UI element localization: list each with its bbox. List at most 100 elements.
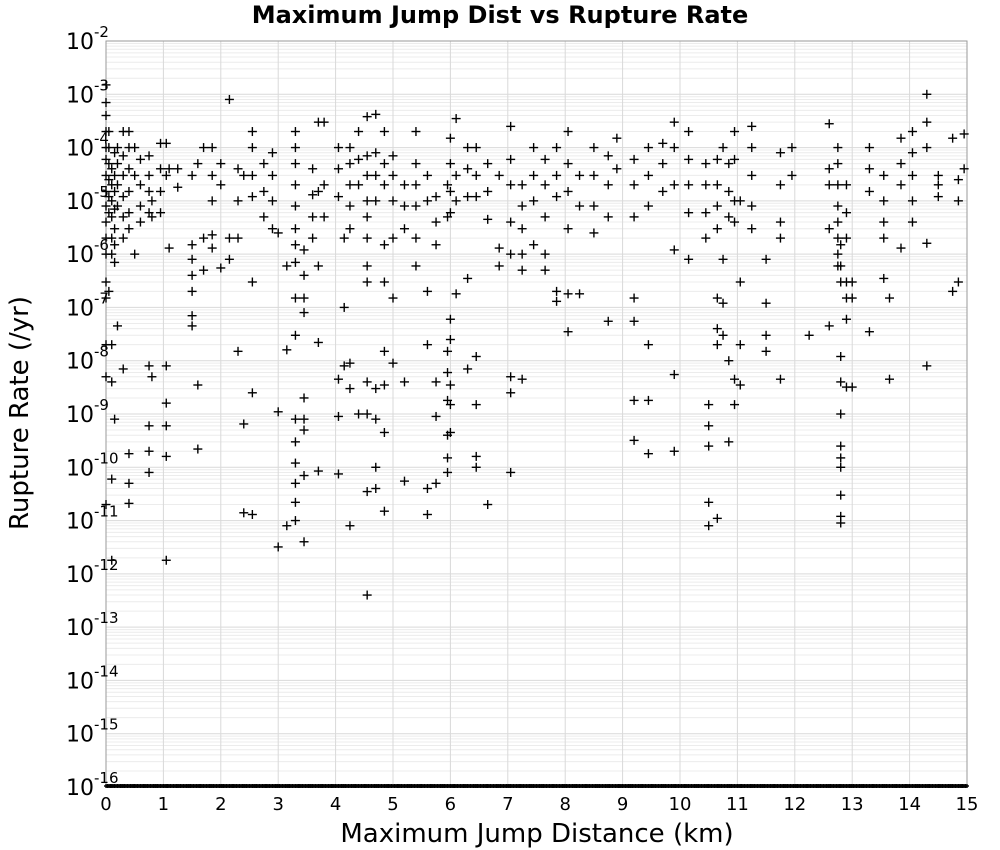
data-point <box>199 143 209 153</box>
data-point <box>371 148 381 158</box>
data-point <box>836 490 846 500</box>
data-point <box>362 233 372 243</box>
data-point <box>124 224 134 234</box>
data-point <box>290 437 300 447</box>
data-point <box>563 224 573 234</box>
data-point <box>643 143 653 153</box>
data-point <box>247 143 257 153</box>
data-point <box>362 151 372 161</box>
data-point <box>948 133 958 143</box>
data-point <box>629 395 639 405</box>
data-point <box>589 170 599 180</box>
data-point <box>161 361 171 371</box>
data-point <box>144 186 154 196</box>
data-point <box>445 380 455 390</box>
data-point <box>517 201 527 211</box>
data-point <box>362 261 372 271</box>
data-point <box>443 368 453 378</box>
data-point <box>463 364 473 374</box>
data-point <box>308 190 318 200</box>
data-point <box>922 361 932 371</box>
data-point <box>282 521 292 531</box>
data-point <box>529 196 539 206</box>
data-point <box>833 201 843 211</box>
data-point <box>847 293 857 303</box>
data-point <box>563 159 573 169</box>
data-point <box>164 164 174 174</box>
data-point <box>290 127 300 137</box>
data-point <box>362 170 372 180</box>
data-point <box>643 201 653 211</box>
data-point <box>589 201 599 211</box>
floor-markers <box>104 784 969 788</box>
data-point <box>841 233 851 243</box>
data-point <box>411 159 421 169</box>
data-point <box>669 117 679 127</box>
data-point <box>612 133 622 143</box>
data-point <box>299 393 309 403</box>
data-point <box>379 180 389 190</box>
data-point <box>451 289 461 299</box>
data-point <box>388 170 398 180</box>
data-point <box>371 170 381 180</box>
data-point <box>669 446 679 456</box>
data-point <box>540 154 550 164</box>
data-point <box>173 164 183 174</box>
data-point <box>658 159 668 169</box>
data-point <box>494 170 504 180</box>
data-point <box>451 170 461 180</box>
data-point <box>313 466 323 476</box>
data-point <box>319 212 329 222</box>
data-point <box>443 180 453 190</box>
data-point <box>110 186 120 196</box>
data-point <box>118 233 128 243</box>
data-point <box>629 212 639 222</box>
data-point <box>104 159 114 169</box>
data-point <box>552 296 562 306</box>
data-point <box>824 180 834 190</box>
data-point <box>354 180 364 190</box>
data-point <box>836 441 846 451</box>
data-point <box>735 380 745 390</box>
data-point <box>362 409 372 419</box>
data-point <box>224 233 234 243</box>
data-point <box>445 427 455 437</box>
data-point <box>445 208 455 218</box>
data-point <box>290 159 300 169</box>
data-point <box>948 286 958 296</box>
data-point <box>643 340 653 350</box>
data-point <box>506 180 516 190</box>
y-tick-label: 10-15 <box>66 716 119 748</box>
data-point <box>922 89 932 99</box>
data-point <box>290 257 300 267</box>
data-point <box>267 196 277 206</box>
data-point <box>463 143 473 153</box>
data-point <box>207 196 217 206</box>
data-point <box>207 230 217 240</box>
data-point <box>933 180 943 190</box>
data-point <box>362 377 372 387</box>
data-point <box>104 286 114 296</box>
data-point <box>247 127 257 137</box>
data-point <box>107 474 117 484</box>
data-point <box>730 127 740 137</box>
data-point <box>575 289 585 299</box>
data-point <box>290 414 300 424</box>
data-point <box>273 228 283 238</box>
data-point <box>529 240 539 250</box>
data-point <box>290 293 300 303</box>
data-point <box>144 446 154 456</box>
data-point <box>669 370 679 380</box>
data-point <box>112 201 122 211</box>
x-tick-label: 10 <box>669 794 692 815</box>
data-point <box>451 196 461 206</box>
data-point <box>187 270 197 280</box>
data-point <box>144 151 154 161</box>
data-point <box>761 254 771 264</box>
data-point <box>836 240 846 250</box>
data-point <box>345 384 355 394</box>
data-point <box>130 249 140 259</box>
y-tick-label: 10-10 <box>66 449 119 481</box>
data-point <box>101 201 111 211</box>
data-point <box>833 180 843 190</box>
